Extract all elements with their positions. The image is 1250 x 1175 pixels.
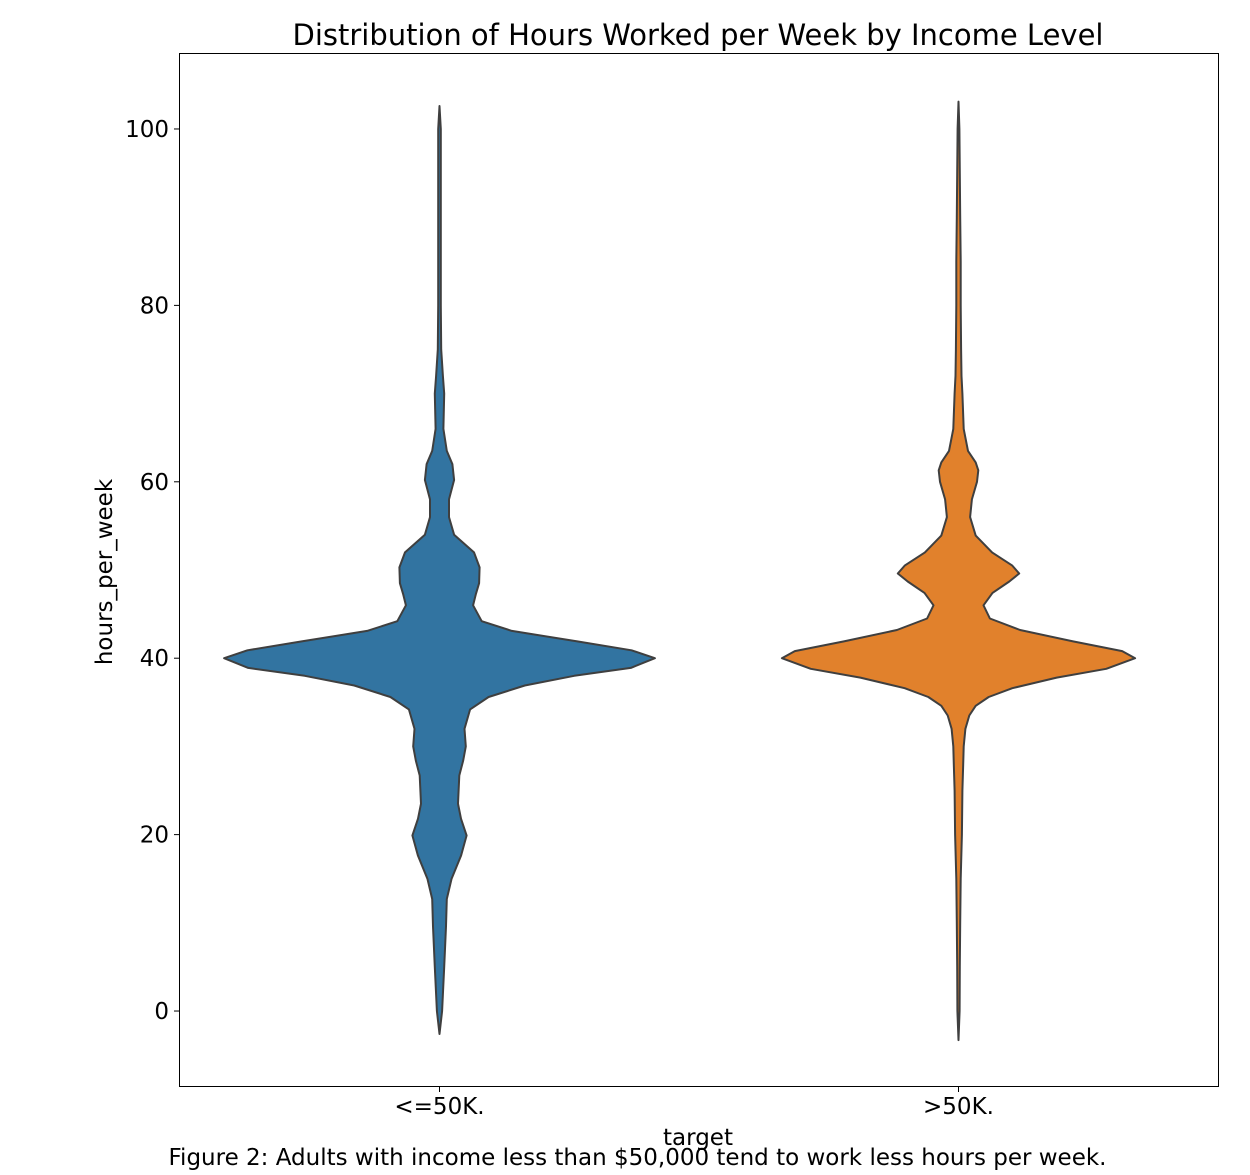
y-axis-label: hours_per_week bbox=[92, 478, 118, 665]
violin-layer bbox=[223, 100, 1137, 1042]
y-tick-label: 100 bbox=[125, 117, 169, 143]
x-axis-label: target bbox=[663, 1125, 733, 1151]
x-tick-label: >50K. bbox=[923, 1094, 994, 1120]
y-tick-label: 20 bbox=[140, 823, 169, 849]
y-tick-label: 60 bbox=[140, 470, 169, 496]
x-tick-label: <=50K. bbox=[394, 1094, 484, 1120]
violin-le-50k bbox=[223, 105, 656, 1035]
y-tick-label: 0 bbox=[154, 999, 169, 1025]
plot-frame bbox=[179, 53, 1219, 1087]
y-tick-label: 40 bbox=[140, 646, 169, 672]
chart-title: Distribution of Hours Worked per Week by… bbox=[293, 18, 1104, 52]
y-tick-label: 80 bbox=[140, 293, 169, 319]
y-axis: 0 20 40 60 80 100 bbox=[125, 117, 180, 1025]
x-axis: <=50K. >50K. bbox=[394, 1086, 994, 1120]
violin-gt-50k bbox=[780, 100, 1137, 1042]
figure-caption: Figure 2: Adults with income less than $… bbox=[168, 1145, 1107, 1171]
